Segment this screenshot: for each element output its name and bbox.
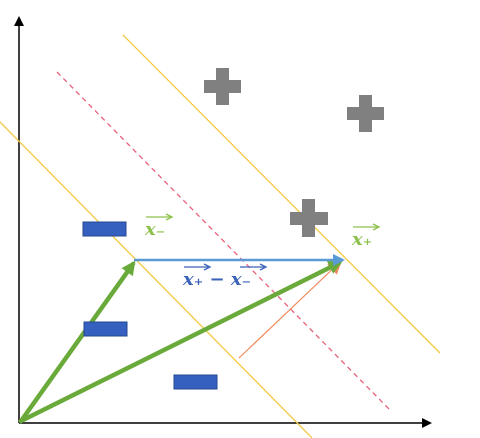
margin-line-lower [0, 121, 313, 438]
vector-x-minus-arrow [18, 260, 136, 424]
x-plus-label-group: x₊ [351, 223, 381, 250]
minus-marker [173, 374, 218, 390]
minus-marker [83, 321, 128, 337]
plus-marker [347, 95, 384, 132]
difference-label: x₊ − x₋ [182, 269, 251, 290]
x-minus-label-group: x₋ [144, 213, 174, 240]
plus-marker [290, 199, 328, 237]
decision-boundary [56, 71, 391, 411]
projection-line [238, 259, 343, 359]
difference-label-group: x₊ − x₋ [182, 263, 268, 290]
minus-marker [82, 221, 127, 237]
vector-x-plus-arrow [18, 260, 343, 424]
x-plus-label: x₊ [351, 229, 372, 250]
x-minus-label: x₋ [144, 219, 165, 240]
plus-marker [204, 68, 241, 105]
margin-line-upper [122, 34, 441, 354]
